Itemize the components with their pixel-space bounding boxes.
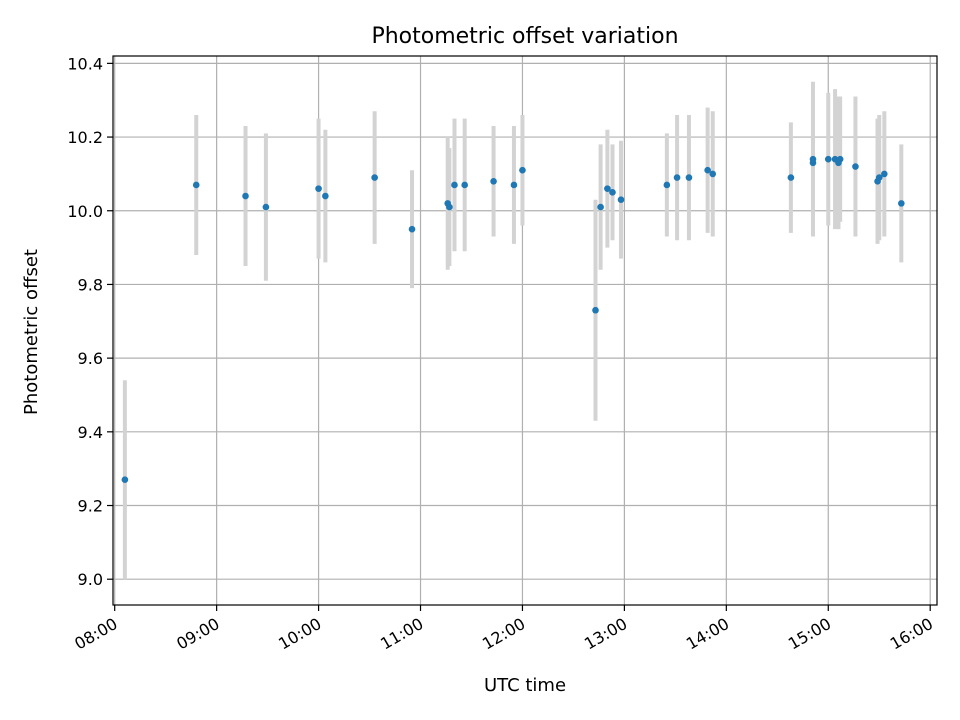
data-point — [451, 181, 458, 189]
y-tick-label: 10.2 — [67, 128, 103, 147]
y-tick-label: 10.0 — [67, 202, 103, 221]
data-point — [315, 185, 322, 192]
data-point — [704, 166, 711, 174]
y-tick-label: 9.0 — [78, 570, 103, 589]
data-point — [663, 181, 671, 189]
y-axis-label: Photometric offset — [21, 249, 42, 415]
data-point — [617, 196, 625, 203]
data-point — [592, 306, 599, 314]
data-point — [519, 166, 526, 174]
data-point — [881, 170, 888, 178]
y-axis-ticks: 9.0 9.2 9.4 9.6 9.8 10.0 10.2 10.4 — [67, 54, 113, 589]
y-tick-label: 9.6 — [78, 349, 103, 368]
data-point — [408, 225, 416, 233]
data-point — [673, 174, 681, 181]
data-point — [446, 203, 453, 211]
data-point — [875, 174, 883, 181]
data-point — [121, 476, 129, 484]
data-point — [322, 192, 329, 200]
data-point — [510, 181, 518, 189]
data-point — [192, 181, 200, 189]
data-point — [461, 181, 468, 189]
y-tick-label: 9.8 — [78, 275, 103, 294]
data-point — [809, 159, 817, 167]
data-point — [490, 177, 497, 185]
y-tick-label: 10.4 — [67, 54, 103, 73]
data-point — [787, 174, 795, 181]
x-axis-label: UTC time — [484, 675, 566, 696]
data-point — [685, 174, 693, 181]
grid-lines — [113, 56, 937, 605]
data-points — [121, 155, 905, 484]
data-point — [852, 163, 859, 170]
data-point — [709, 170, 717, 178]
data-point — [597, 203, 604, 211]
data-point — [609, 189, 616, 196]
data-point — [824, 155, 832, 163]
data-point — [898, 200, 905, 207]
chart-title: Photometric offset variation — [371, 24, 678, 49]
data-point — [242, 192, 249, 200]
data-point — [262, 203, 270, 211]
data-point — [836, 155, 844, 163]
y-tick-label: 9.2 — [78, 497, 103, 516]
data-point — [371, 174, 378, 181]
y-tick-label: 9.4 — [78, 423, 103, 442]
data-point — [604, 185, 611, 192]
plot-frame — [112, 55, 938, 606]
